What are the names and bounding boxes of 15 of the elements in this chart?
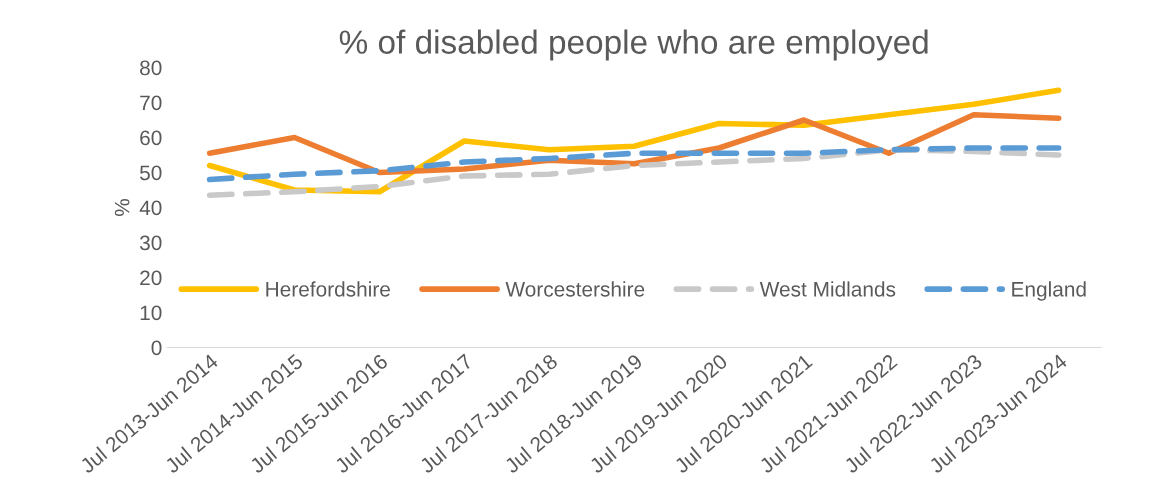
y-tick-label: 30 xyxy=(139,235,162,251)
y-tick-label: 70 xyxy=(140,95,162,111)
legend-label: West Midlands xyxy=(759,281,896,297)
y-tick-label: 20 xyxy=(140,270,162,286)
y-tick-label: 40 xyxy=(139,200,162,216)
legend-label: England xyxy=(1012,281,1086,301)
chart-title: % of disabled people who are employed xyxy=(339,29,928,61)
legend-label: Worcestershire xyxy=(505,281,645,297)
y-tick-label: 10 xyxy=(140,305,162,321)
y-tick-label: 50 xyxy=(139,165,162,181)
y-tick-label: 80 xyxy=(140,60,162,76)
y-axis-title: % xyxy=(114,198,130,217)
y-tick-label: 0 xyxy=(151,340,162,356)
y-tick-label: 60 xyxy=(140,130,162,146)
legend-label: Herefordshire xyxy=(266,281,390,297)
